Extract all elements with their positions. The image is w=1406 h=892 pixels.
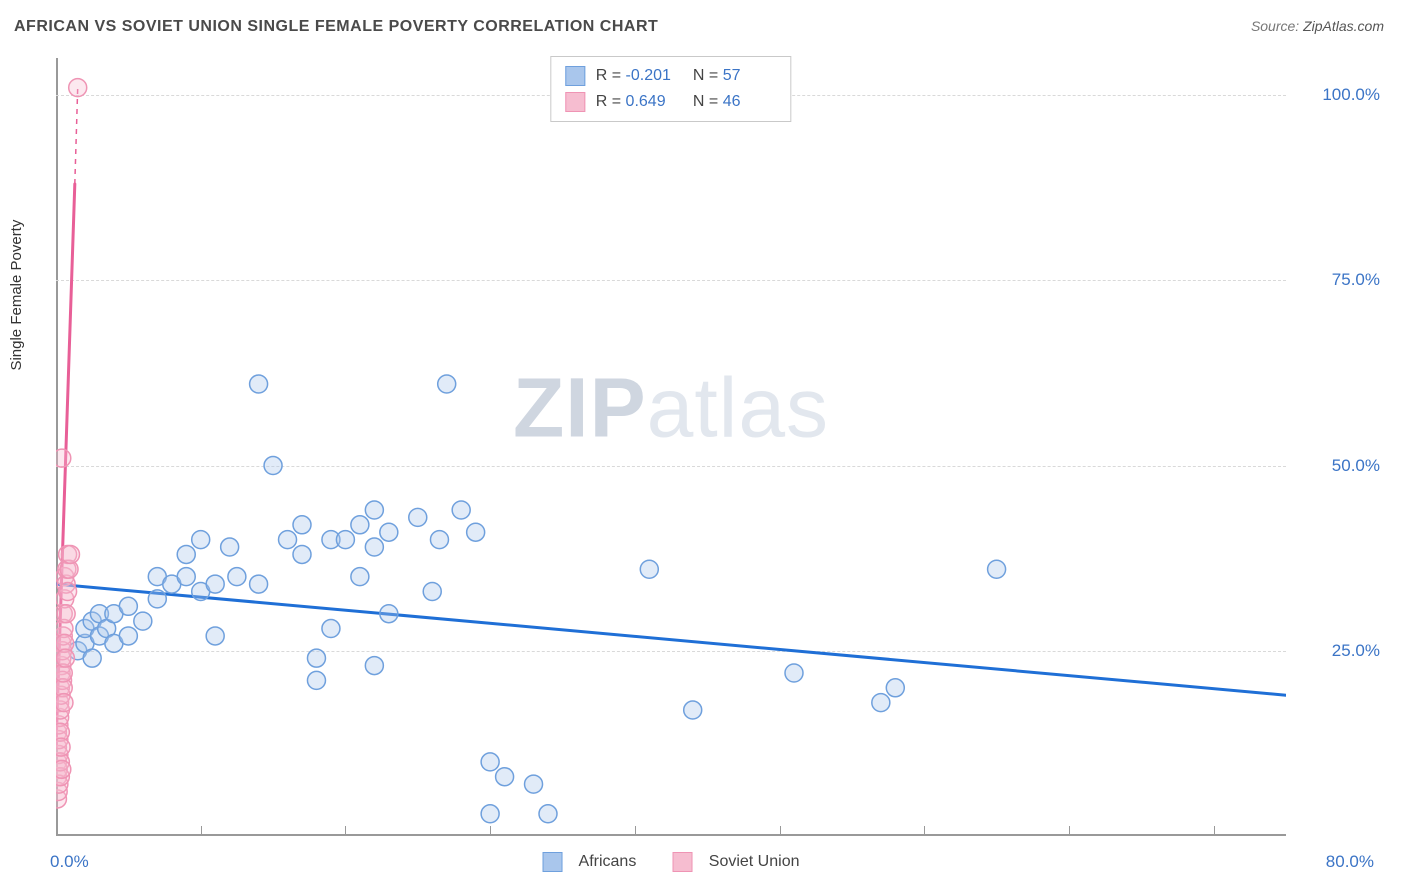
legend-item-africans: Africans [535, 853, 649, 870]
data-point [264, 457, 282, 475]
data-point [177, 568, 195, 586]
n-value-soviet: 46 [723, 89, 777, 115]
data-point [365, 657, 383, 675]
data-point [61, 545, 79, 563]
data-point [785, 664, 803, 682]
data-point [423, 582, 441, 600]
data-point [307, 649, 325, 667]
series-legend: Africans Soviet Union [527, 852, 816, 872]
data-point [59, 582, 77, 600]
data-point [684, 701, 702, 719]
data-point [481, 805, 499, 823]
n-value-africans: 57 [723, 63, 777, 89]
data-point [365, 538, 383, 556]
n-label: N = [693, 93, 718, 110]
trend-line-dashed-soviet [75, 88, 78, 184]
data-point [409, 508, 427, 526]
data-point [69, 79, 87, 97]
source-label: Source: [1251, 18, 1303, 34]
data-point [467, 523, 485, 541]
correlation-legend: R = -0.201 N = 57 R = 0.649 N = 46 [550, 56, 791, 122]
source-value: ZipAtlas.com [1303, 18, 1384, 34]
r-value-soviet: 0.649 [626, 89, 680, 115]
data-point [221, 538, 239, 556]
data-point [430, 531, 448, 549]
legend-row-africans: R = -0.201 N = 57 [565, 63, 776, 89]
data-point [539, 805, 557, 823]
data-point [452, 501, 470, 519]
data-point [525, 775, 543, 793]
plot-area: ZIPatlas 25.0%50.0%75.0%100.0% 0.0% 80.0… [56, 58, 1286, 836]
source-attribution: Source: ZipAtlas.com [1251, 18, 1384, 34]
data-point [293, 545, 311, 563]
data-point [322, 620, 340, 638]
data-point [56, 760, 71, 778]
data-point [872, 694, 890, 712]
data-point [134, 612, 152, 630]
data-point [206, 627, 224, 645]
y-axis-label: Single Female Poverty [8, 220, 25, 371]
swatch-africans-bottom [543, 852, 563, 872]
svg-layer [56, 58, 1286, 836]
r-label: R = [596, 93, 621, 110]
y-tick-label: 100.0% [1296, 85, 1380, 105]
data-point [365, 501, 383, 519]
n-label: N = [693, 67, 718, 84]
data-point [56, 449, 71, 467]
data-point [192, 531, 210, 549]
data-point [57, 605, 75, 623]
data-point [250, 375, 268, 393]
data-point [351, 568, 369, 586]
data-point [886, 679, 904, 697]
legend-label-africans: Africans [579, 853, 637, 870]
data-point [988, 560, 1006, 578]
data-point [228, 568, 246, 586]
data-point [119, 627, 137, 645]
r-label: R = [596, 67, 621, 84]
data-point [481, 753, 499, 771]
data-point [380, 605, 398, 623]
legend-item-soviet: Soviet Union [665, 853, 808, 870]
data-point [496, 768, 514, 786]
data-point [119, 597, 137, 615]
data-point [206, 575, 224, 593]
y-tick-label: 50.0% [1296, 456, 1380, 476]
chart-title: AFRICAN VS SOVIET UNION SINGLE FEMALE PO… [14, 18, 658, 36]
data-point [56, 694, 73, 712]
data-point [380, 523, 398, 541]
data-point [351, 516, 369, 534]
data-point [250, 575, 268, 593]
r-value-africans: -0.201 [626, 63, 680, 89]
swatch-africans [565, 66, 585, 86]
data-point [148, 590, 166, 608]
swatch-soviet-bottom [673, 852, 693, 872]
swatch-soviet [565, 92, 585, 112]
legend-row-soviet: R = 0.649 N = 46 [565, 89, 776, 115]
data-point [640, 560, 658, 578]
data-point [56, 649, 74, 667]
data-point [293, 516, 311, 534]
y-tick-label: 25.0% [1296, 641, 1380, 661]
data-point [279, 531, 297, 549]
data-point [336, 531, 354, 549]
data-point [56, 738, 70, 756]
data-point [438, 375, 456, 393]
data-point [177, 545, 195, 563]
y-tick-label: 75.0% [1296, 270, 1380, 290]
x-axis-min-label: 0.0% [50, 852, 89, 872]
x-axis-max-label: 80.0% [1326, 852, 1374, 872]
legend-label-soviet: Soviet Union [709, 853, 800, 870]
data-point [307, 671, 325, 689]
data-point [83, 649, 101, 667]
trend-line-africans [56, 584, 1286, 695]
